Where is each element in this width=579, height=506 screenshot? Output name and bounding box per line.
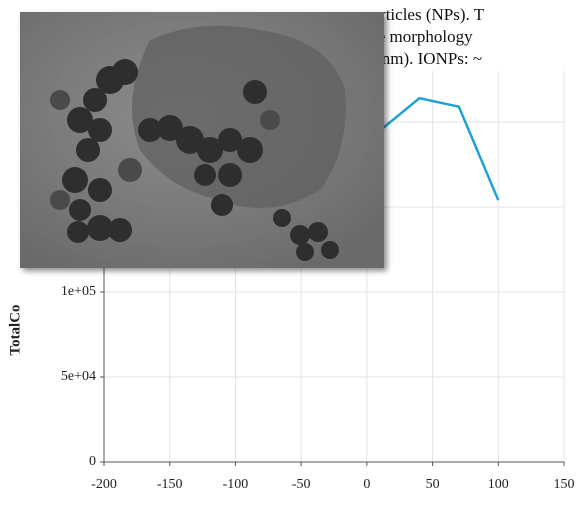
x-tick-label: 50 <box>426 477 440 492</box>
x-tick-label: 0 <box>363 477 370 492</box>
x-tick-label: 150 <box>554 477 575 492</box>
x-tick-label: 100 <box>488 477 509 492</box>
y-tick-label: 1e+05 <box>61 284 96 299</box>
micrograph <box>20 12 384 268</box>
y-tick-label: 0 <box>89 454 96 469</box>
y-axis-label: TotalCo <box>7 304 23 355</box>
text-line: ticle morphology <box>364 27 473 46</box>
y-tick-label: 5e+04 <box>61 369 96 384</box>
x-tick-label: -150 <box>157 477 183 492</box>
paragraph: particles (NPs). T ticle morphology 100 … <box>364 4 579 70</box>
text-line: particles (NPs). T <box>364 5 485 24</box>
text-line: 100 nm). IONPs: ~ <box>364 49 483 68</box>
x-tick-label: -50 <box>292 477 311 492</box>
data-line <box>379 96 500 201</box>
x-tick-label: -200 <box>91 477 117 492</box>
x-tick-label: -100 <box>223 477 249 492</box>
